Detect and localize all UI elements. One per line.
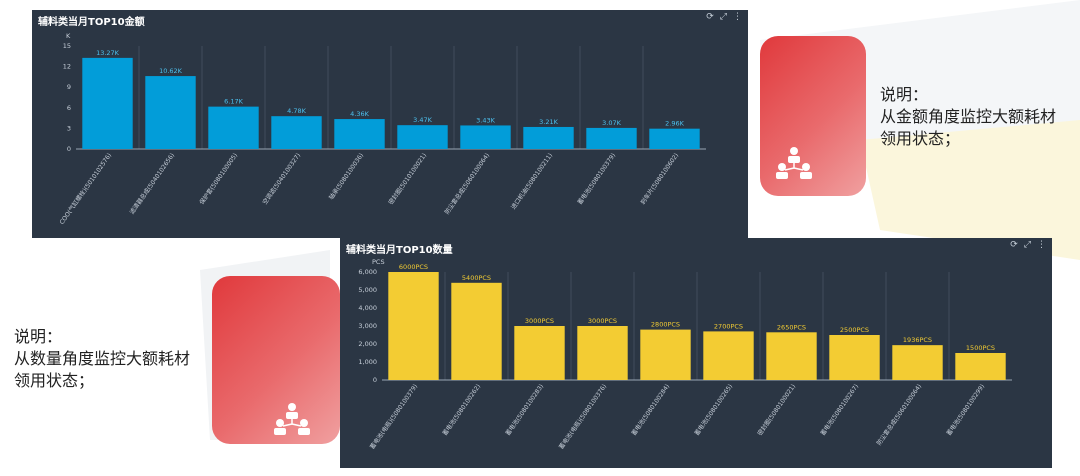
expand-icon[interactable]: ⤢ — [719, 12, 727, 22]
y-tick-label: 9 — [67, 83, 71, 91]
data-label: 3.47K — [413, 116, 432, 124]
x-tick-label: COO(气缸螺栓)(5010102576) — [58, 152, 113, 226]
y-tick-label: 1,000 — [358, 358, 377, 366]
x-tick-label: 蓄电池(5080100379) — [576, 152, 617, 206]
y-axis-unit: PCS — [372, 258, 385, 266]
bar[interactable] — [460, 125, 511, 149]
bar[interactable] — [82, 57, 133, 149]
team-icon — [776, 147, 812, 179]
y-tick-label: 5,000 — [358, 286, 377, 294]
top-chart-toolbar: ⟳ ⤢ ⋮ — [700, 12, 742, 22]
data-label: 10.62K — [159, 67, 183, 75]
bar[interactable] — [829, 335, 880, 380]
x-tick-label: 蓄电池(5080100267) — [819, 383, 860, 437]
x-tick-label: 滤清器总成(5040102656) — [128, 152, 176, 216]
bar[interactable] — [388, 272, 439, 380]
x-tick-label: 密封圈(5080100021) — [756, 383, 797, 437]
data-label: 5400PCS — [462, 274, 491, 282]
x-tick-label: 蓄电池(5080100265) — [693, 383, 734, 437]
bar[interactable] — [271, 116, 322, 149]
x-tick-label: 防尘套总成(5060100064) — [443, 152, 491, 216]
red-tile-bottom — [212, 276, 340, 444]
x-tick-label: 蓄电池(5080100284) — [630, 383, 671, 437]
data-label: 6000PCS — [399, 263, 428, 271]
data-label: 2.96K — [665, 120, 684, 128]
y-tick-label: 6,000 — [358, 268, 377, 276]
bar[interactable] — [586, 127, 637, 149]
note-body: 从金额角度监控大额耗材领用状态； — [880, 107, 1057, 148]
x-tick-label: 蓄电池(电瓶)(5080100376) — [557, 383, 608, 451]
data-label: 2800PCS — [651, 321, 680, 329]
y-tick-label: 0 — [373, 376, 377, 384]
data-label: 4.78K — [287, 107, 306, 115]
bar[interactable] — [523, 126, 574, 149]
note-body: 从数量角度监控大额耗材领用状态； — [14, 349, 191, 390]
bar[interactable] — [766, 332, 817, 380]
team-icon — [274, 403, 310, 435]
bar[interactable] — [955, 353, 1006, 380]
y-tick-label: 3,000 — [358, 322, 377, 330]
top-chart-panel: 辅料类当月TOP10金额 ⟳ ⤢ ⋮ K 0 3 6 9 12 15 13.27K COO(气缸螺栓… — [32, 10, 748, 238]
data-label: 1500PCS — [966, 344, 995, 352]
x-tick-label: 蓄电池(5080100299) — [945, 383, 986, 437]
x-tick-label: 保护套(5080100005) — [198, 152, 239, 206]
bar[interactable] — [703, 331, 754, 380]
bottom-chart-toolbar: ⟳ ⤢ ⋮ — [1004, 240, 1046, 250]
refresh-icon[interactable]: ⟳ — [1010, 240, 1018, 250]
y-tick-label: 12 — [63, 63, 71, 71]
x-tick-label: 蓄电池(5080100262) — [441, 383, 482, 437]
y-tick-label: 0 — [67, 145, 71, 153]
bar[interactable] — [208, 106, 259, 149]
data-label: 3000PCS — [525, 317, 554, 325]
x-tick-label: 蓄电池(5080100283) — [504, 383, 545, 437]
data-label: 3.21K — [539, 118, 558, 126]
data-label: 3000PCS — [588, 317, 617, 325]
bar[interactable] — [334, 119, 385, 149]
data-label: 3.43K — [476, 116, 495, 124]
data-label: 2650PCS — [777, 323, 806, 331]
y-axis-unit: K — [66, 32, 71, 40]
y-tick-label: 4,000 — [358, 304, 377, 312]
x-tick-label: 进口机油(5080100211) — [509, 152, 554, 211]
bar[interactable] — [577, 326, 628, 380]
bar[interactable] — [649, 128, 700, 149]
note-title: 说明： — [880, 85, 929, 104]
data-label: 13.27K — [96, 49, 120, 57]
bar[interactable] — [892, 345, 943, 380]
x-tick-label: 密封圈(5010100021) — [387, 152, 428, 206]
bottom-chart-title: 辅料类当月TOP10数量 — [346, 245, 453, 256]
y-tick-label: 3 — [67, 124, 71, 132]
x-tick-label: 轴承(5080100036) — [327, 152, 365, 202]
x-tick-label: 防尘套总成(5060100064) — [875, 383, 923, 447]
note-top: 说明： 从金额角度监控大额耗材领用状态； — [880, 84, 1060, 150]
bottom-chart-panel: 辅料类当月TOP10数量 ⟳ ⤢ ⋮ PCS 0 1,000 2,000 3,000 4,00… — [340, 238, 1052, 468]
more-icon[interactable]: ⋮ — [1037, 240, 1046, 250]
y-tick-label: 2,000 — [358, 340, 377, 348]
top-chart-title: 辅料类当月TOP10金额 — [38, 17, 145, 28]
note-bottom: 说明： 从数量角度监控大额耗材领用状态； — [14, 326, 194, 392]
top-chart: K 0 3 6 9 12 15 13.27K COO(气缸螺栓)(5010102576) 10.6… — [58, 32, 706, 226]
x-tick-label: 空调滤(5040100327) — [261, 152, 302, 206]
x-tick-label: 蓄电池(电瓶)(5080100379) — [368, 383, 419, 451]
data-label: 2700PCS — [714, 322, 743, 330]
y-tick-label: 6 — [67, 104, 71, 112]
bar[interactable] — [397, 125, 448, 149]
bar[interactable] — [145, 76, 196, 149]
data-label: 6.17K — [224, 98, 243, 106]
expand-icon[interactable]: ⤢ — [1023, 240, 1031, 250]
bar[interactable] — [514, 326, 565, 380]
red-tile-top — [760, 36, 866, 196]
data-label: 1936PCS — [903, 336, 932, 344]
data-label: 2500PCS — [840, 326, 869, 334]
bar[interactable] — [451, 282, 502, 380]
data-label: 4.36K — [350, 110, 369, 118]
bottom-chart: PCS 0 1,000 2,000 3,000 4,000 5,000 6,000 6000PC… — [358, 258, 1012, 451]
x-tick-label: 刹车片(5080100602) — [639, 152, 680, 206]
refresh-icon[interactable]: ⟳ — [706, 12, 714, 22]
y-tick-label: 15 — [63, 42, 71, 50]
data-label: 3.07K — [602, 119, 621, 127]
more-icon[interactable]: ⋮ — [733, 12, 742, 22]
bar[interactable] — [640, 329, 691, 380]
note-title: 说明： — [14, 327, 63, 346]
